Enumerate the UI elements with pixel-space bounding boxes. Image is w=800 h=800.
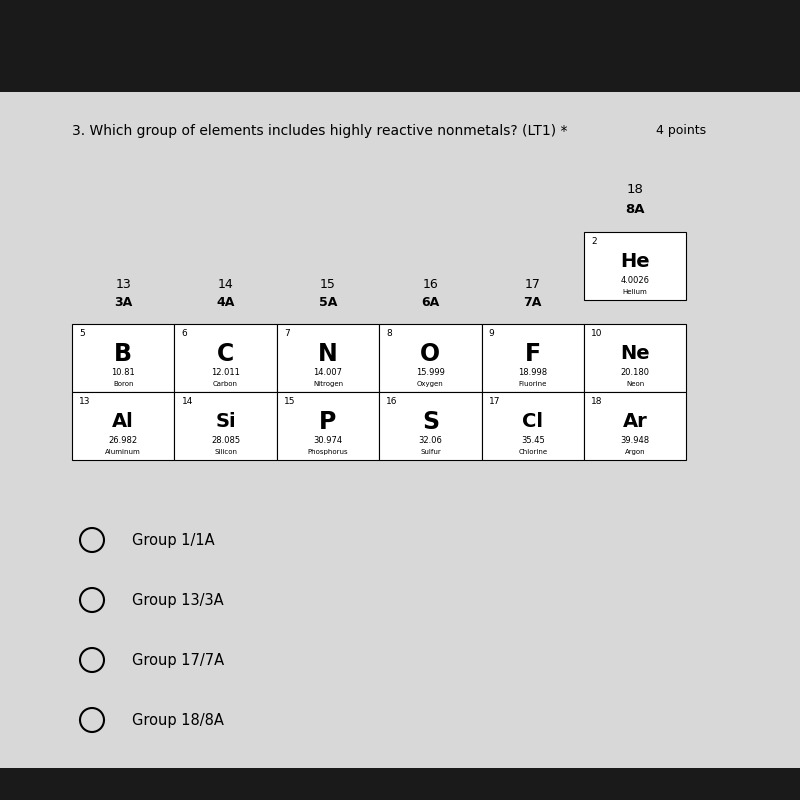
- Bar: [482, 392, 584, 460]
- Text: He: He: [620, 253, 650, 271]
- Text: Carbon: Carbon: [213, 381, 238, 387]
- Text: Chlorine: Chlorine: [518, 449, 547, 455]
- Bar: [277, 392, 379, 460]
- Text: 14: 14: [182, 397, 193, 406]
- Text: Cl: Cl: [522, 413, 543, 431]
- Text: S: S: [422, 410, 439, 434]
- Bar: [379, 392, 482, 460]
- Text: 8: 8: [386, 329, 392, 338]
- Text: 2: 2: [591, 237, 597, 246]
- Bar: [584, 324, 686, 392]
- Text: 12.011: 12.011: [211, 368, 240, 377]
- Text: 15.999: 15.999: [416, 368, 445, 377]
- Text: 16: 16: [422, 278, 438, 291]
- Text: Al: Al: [112, 413, 134, 431]
- Text: Argon: Argon: [625, 449, 646, 455]
- Text: Ar: Ar: [623, 413, 647, 431]
- Text: Fluorine: Fluorine: [518, 381, 547, 387]
- Text: B: B: [114, 342, 132, 366]
- Text: Silicon: Silicon: [214, 449, 237, 455]
- Text: 18: 18: [626, 183, 644, 196]
- Text: C: C: [217, 342, 234, 366]
- Text: 10: 10: [591, 329, 602, 338]
- Text: F: F: [525, 342, 541, 366]
- Bar: [277, 324, 379, 392]
- Text: 7: 7: [284, 329, 290, 338]
- Text: 13: 13: [115, 278, 131, 291]
- Text: N: N: [318, 342, 338, 366]
- Text: 35.45: 35.45: [521, 436, 545, 445]
- Text: Aluminum: Aluminum: [106, 449, 141, 455]
- Text: 28.085: 28.085: [211, 436, 240, 445]
- Bar: [174, 392, 277, 460]
- Text: 3. Which group of elements includes highly reactive nonmetals? (LT1) *: 3. Which group of elements includes high…: [72, 124, 567, 138]
- Bar: [174, 324, 277, 392]
- Text: 14: 14: [218, 278, 234, 291]
- Bar: [0, 92, 800, 768]
- Text: 10.81: 10.81: [111, 368, 135, 377]
- Text: Group 13/3A: Group 13/3A: [132, 593, 224, 607]
- Text: 13: 13: [79, 397, 90, 406]
- Text: Group 18/8A: Group 18/8A: [132, 713, 224, 727]
- Bar: [584, 232, 686, 300]
- Text: P: P: [319, 410, 337, 434]
- Text: O: O: [420, 342, 441, 366]
- Bar: [379, 324, 482, 392]
- Text: Phosphorus: Phosphorus: [308, 449, 348, 455]
- Text: 16: 16: [386, 397, 398, 406]
- Bar: [0, 768, 800, 800]
- Text: 39.948: 39.948: [621, 436, 650, 445]
- Text: Ne: Ne: [620, 345, 650, 363]
- Bar: [72, 324, 174, 392]
- Text: Sulfur: Sulfur: [420, 449, 441, 455]
- Text: 5A: 5A: [319, 296, 337, 309]
- Bar: [0, 0, 800, 92]
- Bar: [72, 392, 174, 460]
- Text: Nitrogen: Nitrogen: [313, 381, 343, 387]
- Bar: [482, 324, 584, 392]
- Text: Helium: Helium: [623, 289, 647, 295]
- Text: 18: 18: [591, 397, 602, 406]
- Text: 17: 17: [489, 397, 500, 406]
- Text: 4.0026: 4.0026: [621, 276, 650, 285]
- Text: 15: 15: [320, 278, 336, 291]
- Text: 5: 5: [79, 329, 85, 338]
- Text: 3A: 3A: [114, 296, 132, 309]
- Text: 6A: 6A: [422, 296, 439, 309]
- Text: Si: Si: [215, 413, 236, 431]
- Text: 4A: 4A: [217, 296, 234, 309]
- Text: 15: 15: [284, 397, 295, 406]
- Text: 32.06: 32.06: [418, 436, 442, 445]
- Text: Group 1/1A: Group 1/1A: [132, 533, 214, 547]
- Text: 4 points: 4 points: [656, 124, 706, 137]
- Text: 14.007: 14.007: [314, 368, 342, 377]
- Text: 8A: 8A: [626, 203, 645, 216]
- Text: 30.974: 30.974: [314, 436, 342, 445]
- Text: Neon: Neon: [626, 381, 644, 387]
- Text: Boron: Boron: [113, 381, 134, 387]
- Text: 18.998: 18.998: [518, 368, 547, 377]
- Bar: [584, 392, 686, 460]
- Text: 20.180: 20.180: [621, 368, 650, 377]
- Text: 9: 9: [489, 329, 494, 338]
- Text: Group 17/7A: Group 17/7A: [132, 653, 224, 667]
- Text: 26.982: 26.982: [109, 436, 138, 445]
- Text: 6: 6: [182, 329, 187, 338]
- Text: 17: 17: [525, 278, 541, 291]
- Text: 7A: 7A: [524, 296, 542, 309]
- Text: Oxygen: Oxygen: [417, 381, 444, 387]
